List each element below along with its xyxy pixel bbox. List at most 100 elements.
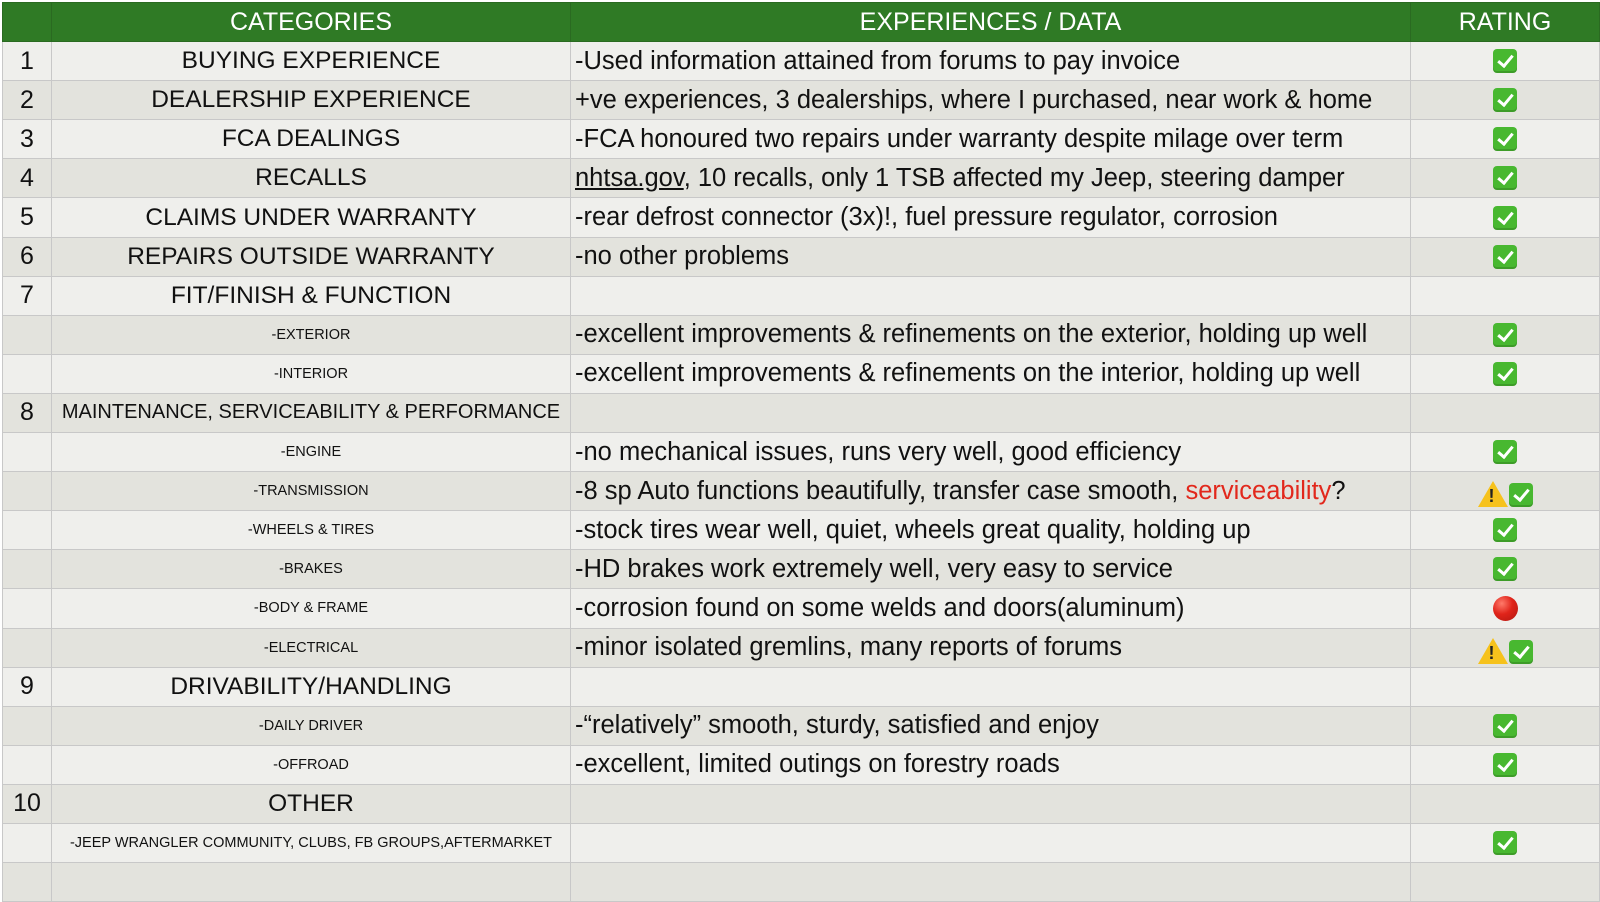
- row-rating: [1410, 41, 1600, 82]
- row-experience: nhtsa.gov, 10 recalls, only 1 TSB affect…: [570, 158, 1411, 199]
- experience-text: , 10 recalls, only 1 TSB affected my Jee…: [683, 163, 1345, 192]
- row-experience: -excellent improvements & refinements on…: [570, 314, 1411, 355]
- row-category: MAINTENANCE, SERVICEABILITY & PERFORMANC…: [51, 392, 571, 434]
- row-number: [2, 862, 52, 902]
- row-category: DRIVABILITY/HANDLING: [51, 666, 571, 707]
- row-experience: [570, 862, 1411, 902]
- table-row: -OFFROAD -excellent, limited outings on f…: [2, 744, 1600, 785]
- check-mark-icon: [1493, 88, 1517, 113]
- experience-text: -Used information attained from forums t…: [575, 46, 1181, 75]
- row-experience: -corrosion found on some welds and doors…: [570, 588, 1411, 629]
- experience-text-suffix: ?: [1331, 476, 1346, 505]
- table-row: 2 DEALERSHIP EXPERIENCE +ve experiences, 3…: [2, 80, 1600, 121]
- row-experience: [570, 666, 1411, 707]
- row-category: -ELECTRICAL: [51, 627, 571, 668]
- check-mark-icon: [1493, 557, 1517, 582]
- table-row: -ELECTRICAL -minor isolated gremlins, man…: [2, 627, 1600, 668]
- check-mark-icon: [1493, 205, 1517, 230]
- row-category: [51, 862, 571, 902]
- row-category: REPAIRS OUTSIDE WARRANTY: [51, 236, 571, 277]
- experience-text: -rear defrost connector (3x)!, fuel pres…: [575, 203, 1278, 232]
- row-rating: [1410, 510, 1600, 551]
- table-row: -BODY & FRAME -corrosion found on some we…: [2, 588, 1600, 629]
- row-experience: [570, 275, 1411, 316]
- table-row: -WHEELS & TIRES -stock tires wear well, q…: [2, 510, 1600, 551]
- table-row: 7 FIT/FINISH & FUNCTION: [2, 275, 1600, 316]
- check-mark-icon: [1493, 440, 1517, 465]
- table-row: 4 RECALLS nhtsa.gov, 10 recalls, only 1 TS…: [2, 158, 1600, 199]
- check-mark-icon: [1493, 166, 1517, 191]
- row-category: BUYING EXPERIENCE: [51, 41, 571, 82]
- row-category: FIT/FINISH & FUNCTION: [51, 275, 571, 316]
- row-rating: [1410, 432, 1600, 473]
- row-rating: [1410, 80, 1600, 121]
- experience-text: -stock tires wear well, quiet, wheels gr…: [575, 515, 1251, 544]
- row-experience: -FCA honoured two repairs under warranty…: [570, 119, 1411, 160]
- row-category: -INTERIOR: [51, 353, 571, 394]
- red-circle-icon: [1492, 595, 1518, 621]
- check-mark-icon: [1493, 127, 1517, 152]
- row-number: [2, 822, 52, 864]
- row-category: DEALERSHIP EXPERIENCE: [51, 80, 571, 121]
- row-experience: [570, 783, 1411, 824]
- check-mark-icon: [1493, 518, 1517, 543]
- warning-icon: [1477, 637, 1508, 664]
- nhtsa-link[interactable]: nhtsa.gov: [575, 163, 684, 192]
- table-body: 1 BUYING EXPERIENCE -Used information atta…: [2, 41, 1600, 902]
- row-category: -BODY & FRAME: [51, 588, 571, 629]
- table-row: -JEEP WRANGLER COMMUNITY, CLUBS, FB GROU…: [2, 822, 1600, 864]
- table-row: -TRANSMISSION -8 sp Auto functions beauti…: [2, 471, 1600, 512]
- header-experiences: EXPERIENCES / DATA: [570, 1, 1411, 43]
- row-rating: [1410, 705, 1600, 746]
- experience-text: +ve experiences, 3 dealerships, where I …: [575, 85, 1373, 114]
- table-row: -BRAKES -HD brakes work extremely well, v…: [2, 549, 1600, 590]
- warning-icon: [1477, 481, 1508, 508]
- row-experience: -no mechanical issues, runs very well, g…: [570, 432, 1411, 473]
- row-rating: [1410, 783, 1600, 824]
- experience-text: -no other problems: [575, 242, 790, 271]
- row-experience: -no other problems: [570, 236, 1411, 277]
- row-number: 9: [2, 666, 52, 707]
- row-category: -BRAKES: [51, 549, 571, 590]
- table-row: 6 REPAIRS OUTSIDE WARRANTY -no other probl…: [2, 236, 1600, 277]
- check-mark-icon: [1493, 713, 1517, 738]
- header-rating: RATING: [1410, 1, 1600, 43]
- row-experience: [570, 822, 1411, 864]
- row-experience: -“relatively” smooth, sturdy, satisfied …: [570, 705, 1411, 746]
- header-row: CATEGORIES EXPERIENCES / DATA RATING: [2, 1, 1600, 43]
- table-row: 10 OTHER: [2, 783, 1600, 824]
- table-row: 1 BUYING EXPERIENCE -Used information atta…: [2, 41, 1600, 82]
- row-experience: -rear defrost connector (3x)!, fuel pres…: [570, 197, 1411, 238]
- row-rating: [1410, 119, 1600, 160]
- row-number: [2, 744, 52, 785]
- warning-and-check-icon: [1477, 481, 1533, 508]
- table-row: 8 MAINTENANCE, SERVICEABILITY & PERFORMAN…: [2, 392, 1600, 434]
- row-experience: -excellent improvements & refinements on…: [570, 353, 1411, 394]
- row-number: 8: [2, 392, 52, 434]
- experience-text: -8 sp Auto functions beautifully, transf…: [575, 476, 1186, 505]
- row-rating: [1410, 471, 1600, 512]
- row-number: [2, 549, 52, 590]
- experience-text: -no mechanical issues, runs very well, g…: [575, 437, 1182, 466]
- check-mark-icon: [1508, 483, 1533, 508]
- table-row: -EXTERIOR -excellent improvements & refin…: [2, 314, 1600, 355]
- row-number: 4: [2, 158, 52, 199]
- row-category: -WHEELS & TIRES: [51, 510, 571, 551]
- table-row: 3 FCA DEALINGS -FCA honoured two repairs u…: [2, 119, 1600, 160]
- experience-text: -FCA honoured two repairs under warranty…: [575, 124, 1344, 153]
- row-category: FCA DEALINGS: [51, 119, 571, 160]
- table-row: -INTERIOR -excellent improvements & refin…: [2, 353, 1600, 394]
- row-number: 10: [2, 783, 52, 824]
- row-number: [2, 588, 52, 629]
- row-category: -JEEP WRANGLER COMMUNITY, CLUBS, FB GROU…: [51, 822, 571, 864]
- row-number: [2, 471, 52, 512]
- row-number: [2, 314, 52, 355]
- row-experience: +ve experiences, 3 dealerships, where I …: [570, 80, 1411, 121]
- row-category: -EXTERIOR: [51, 314, 571, 355]
- table-row: 9 DRIVABILITY/HANDLING: [2, 666, 1600, 707]
- row-experience: [570, 392, 1411, 434]
- check-mark-icon: [1493, 322, 1517, 347]
- row-number: [2, 353, 52, 394]
- row-rating: [1410, 744, 1600, 785]
- check-mark-icon: [1493, 752, 1517, 777]
